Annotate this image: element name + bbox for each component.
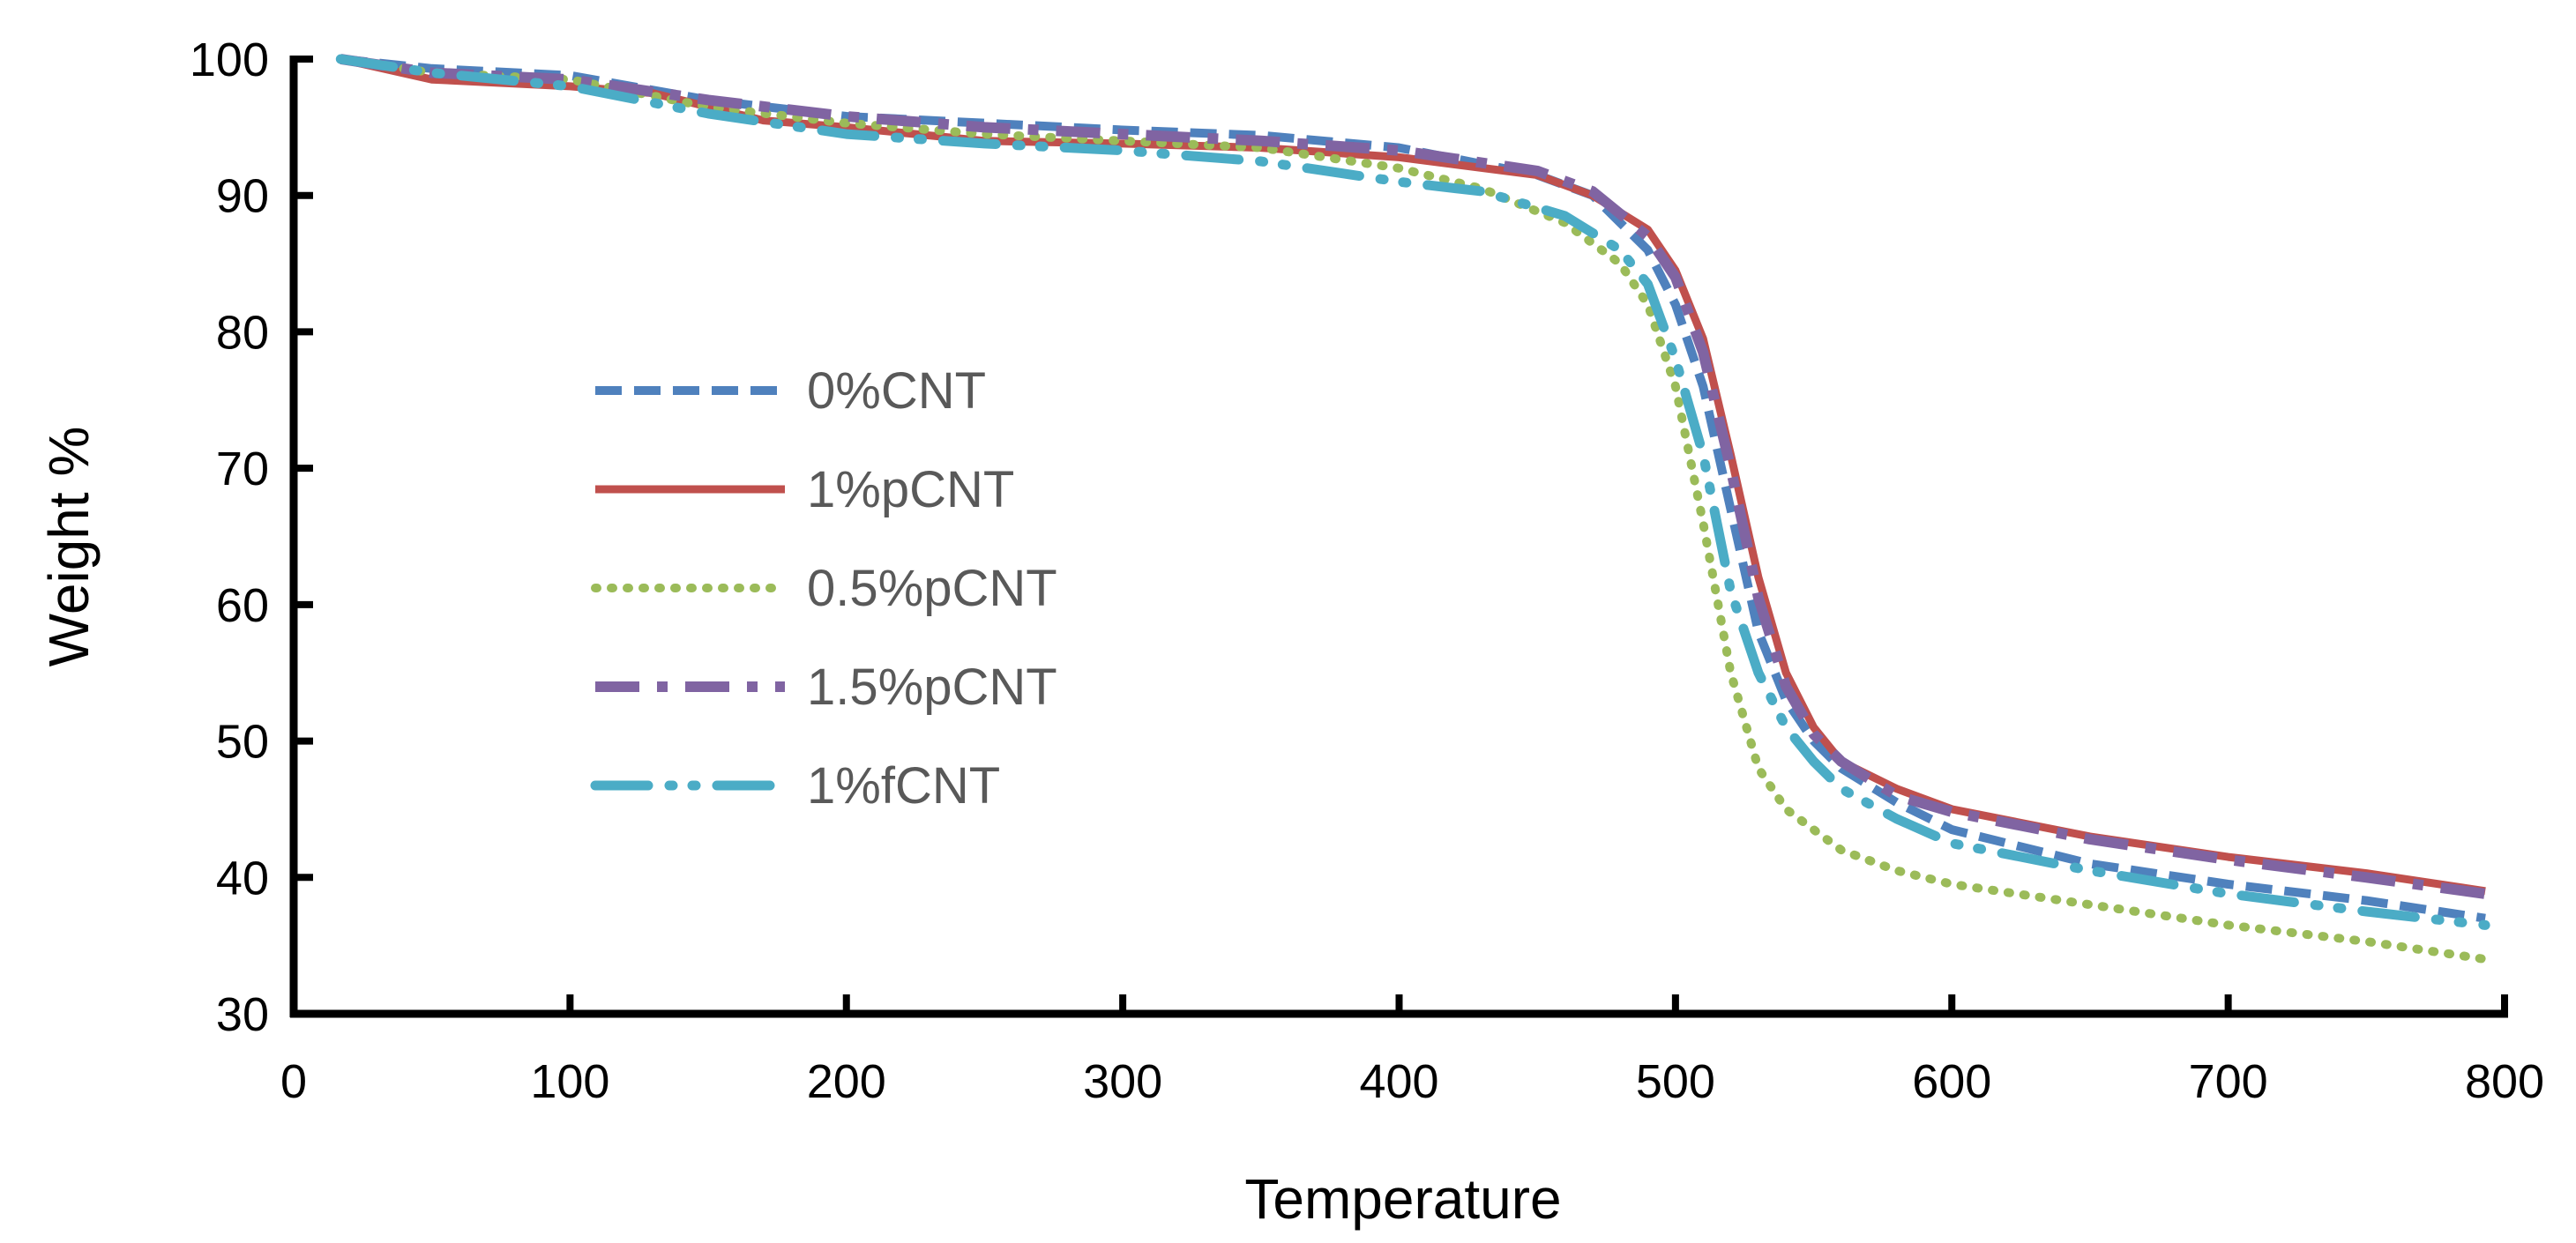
series-line-5 <box>335 54 2490 930</box>
x-tick-label: 200 <box>807 1055 886 1108</box>
x-axis-ticks: 0 100 200 300 400 500 600 700 800 <box>280 994 2544 1108</box>
y-tick-label: 40 <box>216 852 269 904</box>
series-line-2 <box>340 55 2486 896</box>
x-tick-label: 300 <box>1083 1055 1162 1108</box>
x-tick-label: 500 <box>1636 1055 1715 1108</box>
x-tick-label: 700 <box>2189 1055 2268 1108</box>
legend-label-1: 0%CNT <box>807 362 986 420</box>
y-tick-label: 100 <box>190 33 269 86</box>
x-tick-label: 800 <box>2465 1055 2544 1108</box>
series-layer <box>335 54 2490 964</box>
y-tick-label: 60 <box>216 579 269 632</box>
legend-label-3: 0.5%pCNT <box>807 560 1057 617</box>
x-tick-label: 600 <box>1912 1055 1991 1108</box>
series-line-3 <box>336 55 2490 964</box>
legend-label-2: 1%pCNT <box>807 461 1014 518</box>
y-axis-label: Weight % <box>37 427 101 667</box>
y-tick-label: 90 <box>216 170 269 223</box>
y-tick-label: 50 <box>216 716 269 769</box>
x-tick-label: 400 <box>1359 1055 1438 1108</box>
series-line-4 <box>340 54 2486 899</box>
x-axis-label: Temperature <box>1244 1167 1561 1231</box>
y-axis-ticks: 30 40 50 60 70 80 90 100 <box>190 33 313 1041</box>
x-tick-label: 100 <box>530 1055 609 1108</box>
y-tick-label: 80 <box>216 306 269 359</box>
y-tick-label: 70 <box>216 443 269 495</box>
legend-label-4: 1.5%pCNT <box>807 659 1057 716</box>
x-tick-label: 0 <box>280 1055 307 1108</box>
legend-label-5: 1%fCNT <box>807 757 1000 815</box>
y-tick-label: 30 <box>216 988 269 1041</box>
legend: 0%CNT 1%pCNT 0.5%pCNT 1.5%pCNT 1%fCNT <box>590 362 1057 815</box>
series-line-1 <box>340 55 2486 923</box>
